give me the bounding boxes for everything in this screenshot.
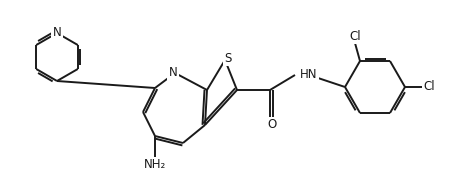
- Text: Cl: Cl: [349, 29, 361, 42]
- Text: S: S: [224, 51, 232, 64]
- Text: O: O: [267, 119, 277, 132]
- Text: N: N: [169, 67, 177, 80]
- Text: NH₂: NH₂: [144, 158, 166, 171]
- Text: HN: HN: [300, 68, 318, 81]
- Text: N: N: [53, 25, 62, 38]
- Text: Cl: Cl: [423, 81, 435, 94]
